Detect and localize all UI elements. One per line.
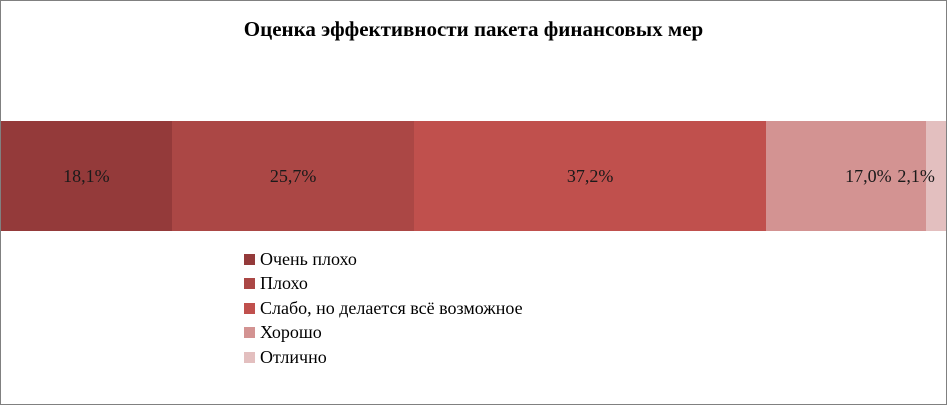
chart-title: Оценка эффективности пакета финансовых м… (243, 17, 704, 41)
legend-swatch (244, 253, 255, 265)
legend-swatch (244, 302, 255, 314)
legend-label: Очень плохо (260, 248, 357, 269)
bar-segment (172, 121, 414, 231)
legend-label: Плохо (260, 273, 308, 294)
legend-label: Слабо, но делается всё возможное (260, 297, 523, 318)
plot-area: 18,1% 25,7% 37,2% 17,0% 2,1% (1, 121, 946, 231)
bar-segment (414, 121, 766, 231)
data-label: 2,1% (897, 166, 935, 186)
data-label: 37,2% (566, 166, 614, 186)
legend-swatch (244, 278, 255, 290)
legend-label: Отлично (260, 346, 327, 367)
legend-label: Хорошо (260, 322, 322, 343)
legend-item: Хорошо (244, 321, 523, 346)
data-label: 18,1% (63, 166, 110, 186)
legend-item: Отлично (244, 345, 523, 370)
legend-item: Очень плохо (244, 247, 523, 272)
bar-segment (1, 121, 172, 231)
bar-segment (926, 121, 946, 231)
data-label: 17,0% (845, 166, 892, 186)
legend-item: Плохо (244, 272, 523, 297)
legend-swatch (244, 351, 255, 363)
legend-item: Слабо, но делается всё возможное (244, 296, 523, 321)
data-label: 25,7% (269, 166, 317, 186)
legend: Очень плохо Плохо Слабо, но делается всё в… (244, 247, 523, 370)
legend-swatch (244, 327, 255, 339)
bar-segment (766, 121, 926, 231)
